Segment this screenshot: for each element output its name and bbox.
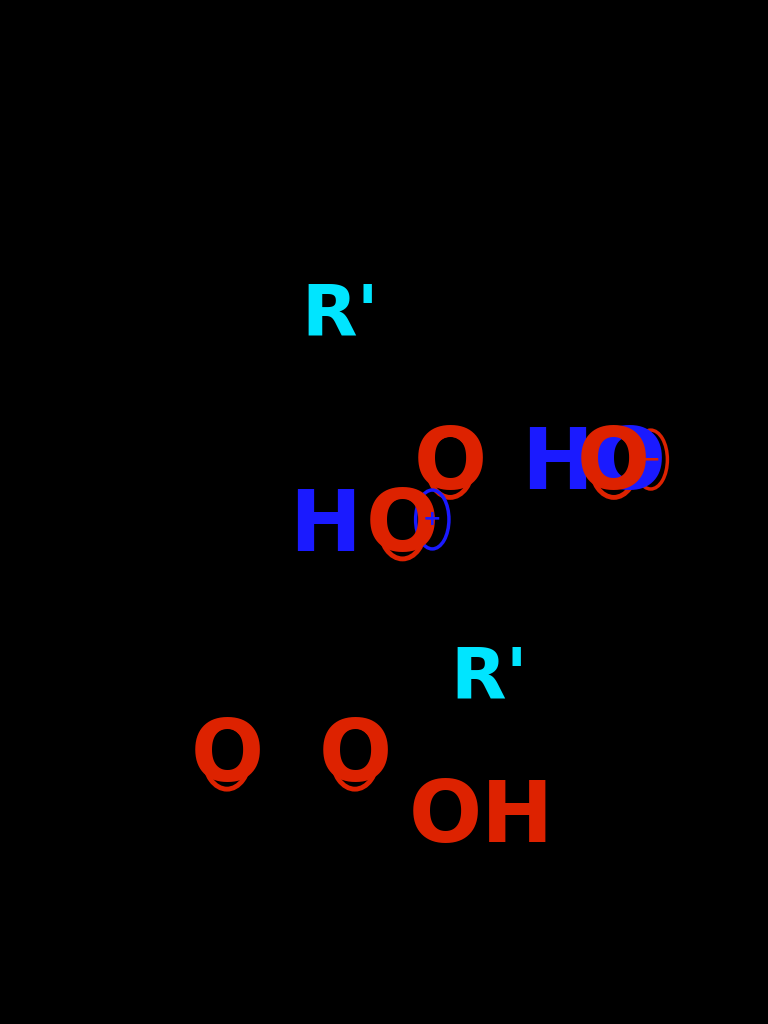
Text: H: H [290, 485, 361, 569]
Text: O: O [366, 485, 439, 569]
Text: R': R' [450, 644, 528, 714]
Text: O: O [578, 424, 650, 507]
Text: O: O [413, 424, 487, 507]
Text: R': R' [301, 282, 379, 350]
Text: +: + [423, 510, 442, 529]
Text: OH: OH [409, 777, 554, 860]
Text: HO: HO [521, 424, 667, 507]
Text: O: O [190, 716, 263, 799]
Text: O: O [318, 716, 392, 799]
Text: −: − [641, 450, 660, 470]
